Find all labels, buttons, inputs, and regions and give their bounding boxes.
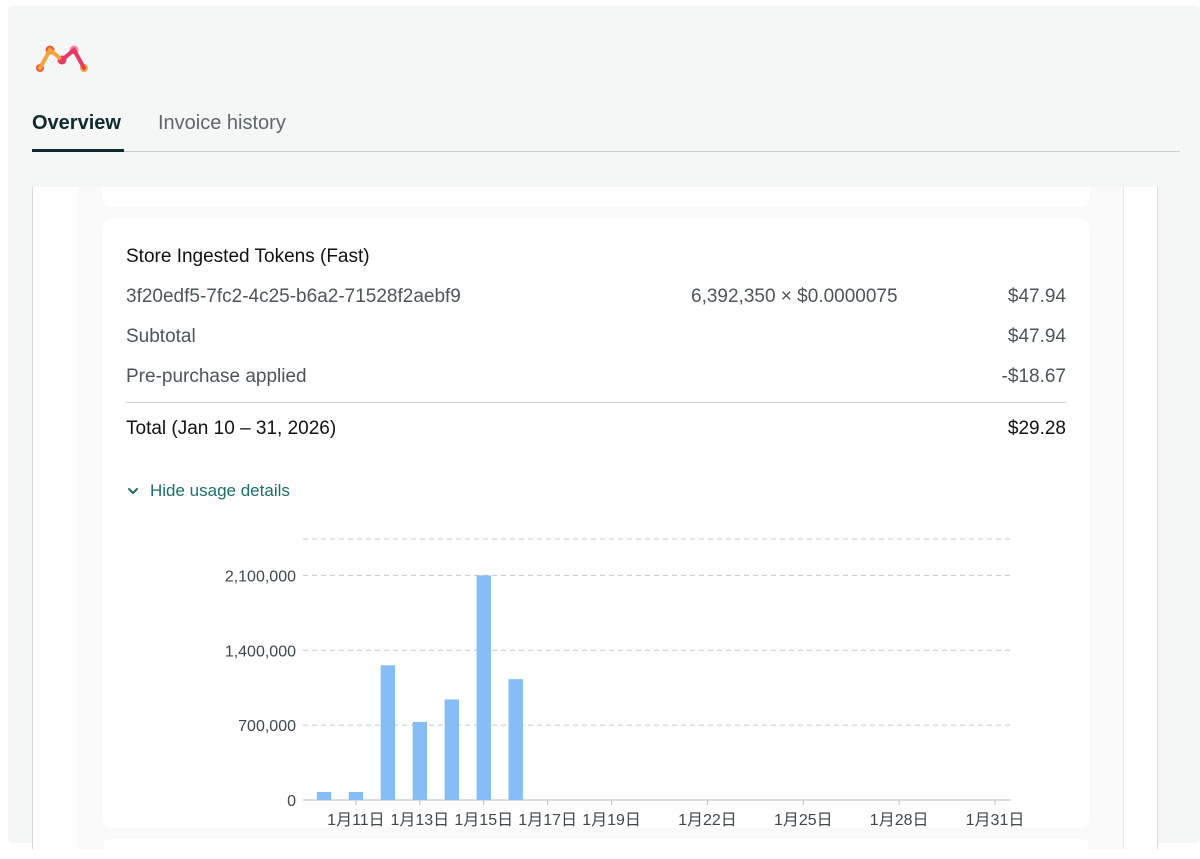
x-tick-label: 1月31日 xyxy=(966,812,1025,829)
y-tick-label: 0 xyxy=(287,793,296,810)
logo-stroke-a xyxy=(38,46,64,70)
logo-stroke-b xyxy=(60,46,86,70)
subtotal-amount: $47.94 xyxy=(1007,326,1066,347)
line-item-amount: $47.94 xyxy=(1007,286,1066,307)
line-item-calc: 6,392,350 × $0.0000075 xyxy=(691,286,898,307)
usage-bar-chart: 0 700,000 1,400,000 2,100,000 1月11日 1月13日 1月15… xyxy=(225,538,1025,829)
bar xyxy=(476,575,491,800)
usage-card-title: Store Ingested Tokens (Fast) xyxy=(126,246,370,267)
total-divider xyxy=(126,402,1066,403)
bar xyxy=(316,791,332,800)
content-panel[interactable]: Store Ingested Tokens (Fast) 3f20edf5-7f… xyxy=(32,187,1158,859)
line-item-id: 3f20edf5-7fc2-4c25-b6a2-71528f2aebf9 xyxy=(126,286,461,307)
total-amount: $29.28 xyxy=(1007,418,1066,439)
bar xyxy=(412,721,428,800)
bar xyxy=(348,791,364,800)
bar xyxy=(508,679,523,800)
x-tick-label: 1月17日 xyxy=(518,812,577,829)
panel-gutter-left xyxy=(33,187,77,849)
hide-usage-details-label: Hide usage details xyxy=(150,481,290,500)
previous-card xyxy=(103,187,1089,207)
x-tick-label: 1月11日 xyxy=(327,812,385,829)
hide-usage-details-button[interactable]: Hide usage details xyxy=(126,480,290,502)
x-tick-label: 1月15日 xyxy=(454,812,513,829)
tab-bar: Overview Invoice history xyxy=(32,110,1180,152)
y-tick-label: 2,100,000 xyxy=(225,568,296,585)
subtotal-label: Subtotal xyxy=(126,326,196,347)
panel-scrollbar-track[interactable] xyxy=(1123,187,1157,849)
x-tick-label: 1月22日 xyxy=(678,812,737,829)
tab-overview[interactable]: Overview xyxy=(32,112,124,152)
bar xyxy=(444,699,459,800)
next-card xyxy=(103,839,1089,859)
billing-app: Overview Invoice history Store Ingested … xyxy=(8,6,1200,859)
bar xyxy=(380,665,396,800)
y-tick-label: 700,000 xyxy=(238,718,296,735)
brand-logo-icon xyxy=(36,45,88,72)
total-label: Total (Jan 10 – 31, 2026) xyxy=(126,418,337,439)
chevron-down-icon xyxy=(128,488,138,494)
prepurchase-amount: -$18.67 xyxy=(1001,366,1066,387)
prepurchase-label: Pre-purchase applied xyxy=(126,366,307,387)
x-tick-label: 1月13日 xyxy=(390,812,449,829)
tab-invoice-history[interactable]: Invoice history xyxy=(158,112,286,134)
x-tick-label: 1月25日 xyxy=(774,812,833,829)
x-tick-label: 1月19日 xyxy=(582,812,641,829)
y-tick-label: 1,400,000 xyxy=(225,643,296,660)
usage-card: Store Ingested Tokens (Fast) 3f20edf5-7f… xyxy=(103,218,1089,829)
x-tick-label: 1月28日 xyxy=(870,812,929,829)
